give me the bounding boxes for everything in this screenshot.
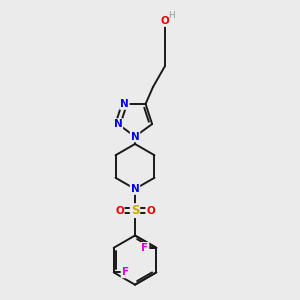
Text: F: F (122, 267, 129, 278)
Text: F: F (141, 243, 148, 253)
Text: H: H (168, 11, 175, 20)
Text: S: S (131, 204, 139, 217)
Text: N: N (120, 99, 129, 109)
Text: N: N (113, 119, 122, 129)
Text: O: O (160, 16, 169, 26)
Text: O: O (115, 206, 124, 216)
Text: N: N (130, 184, 140, 194)
Text: N: N (130, 131, 140, 142)
Text: O: O (146, 206, 155, 216)
